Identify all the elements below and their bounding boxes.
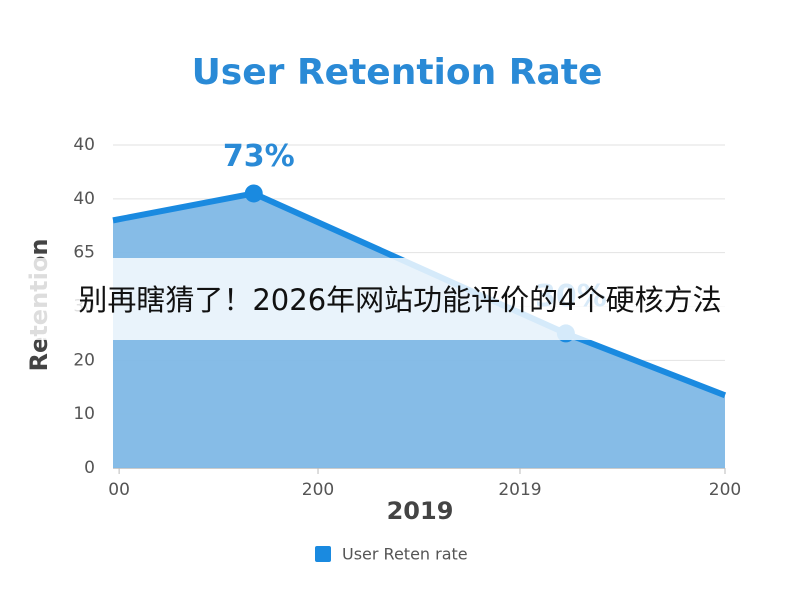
y-tick-label: 10 xyxy=(73,404,95,424)
y-tick-label: 65 xyxy=(73,243,95,263)
x-tick-label: 200 xyxy=(709,480,741,500)
x-axis-label: 2019 xyxy=(387,497,454,525)
chart-title: User Retention Rate xyxy=(192,52,603,93)
legend-label: User Reten rate xyxy=(342,545,468,564)
x-tick-label: 00 xyxy=(108,480,130,500)
legend-swatch xyxy=(315,546,331,562)
y-tick-label: 40 xyxy=(73,189,95,209)
banner-text: 别再瞎猜了！2026年网站功能评价的4个硬核方法 xyxy=(78,283,721,317)
annotation: 73% xyxy=(223,139,295,174)
y-tick-label: 40 xyxy=(73,135,95,155)
banner-bg xyxy=(0,258,800,340)
x-tick-label: 2019 xyxy=(498,480,541,500)
y-tick-label: 20 xyxy=(73,350,95,370)
y-tick-label: 0 xyxy=(84,458,95,478)
point xyxy=(244,184,263,203)
x-tick-label: 200 xyxy=(302,480,334,500)
